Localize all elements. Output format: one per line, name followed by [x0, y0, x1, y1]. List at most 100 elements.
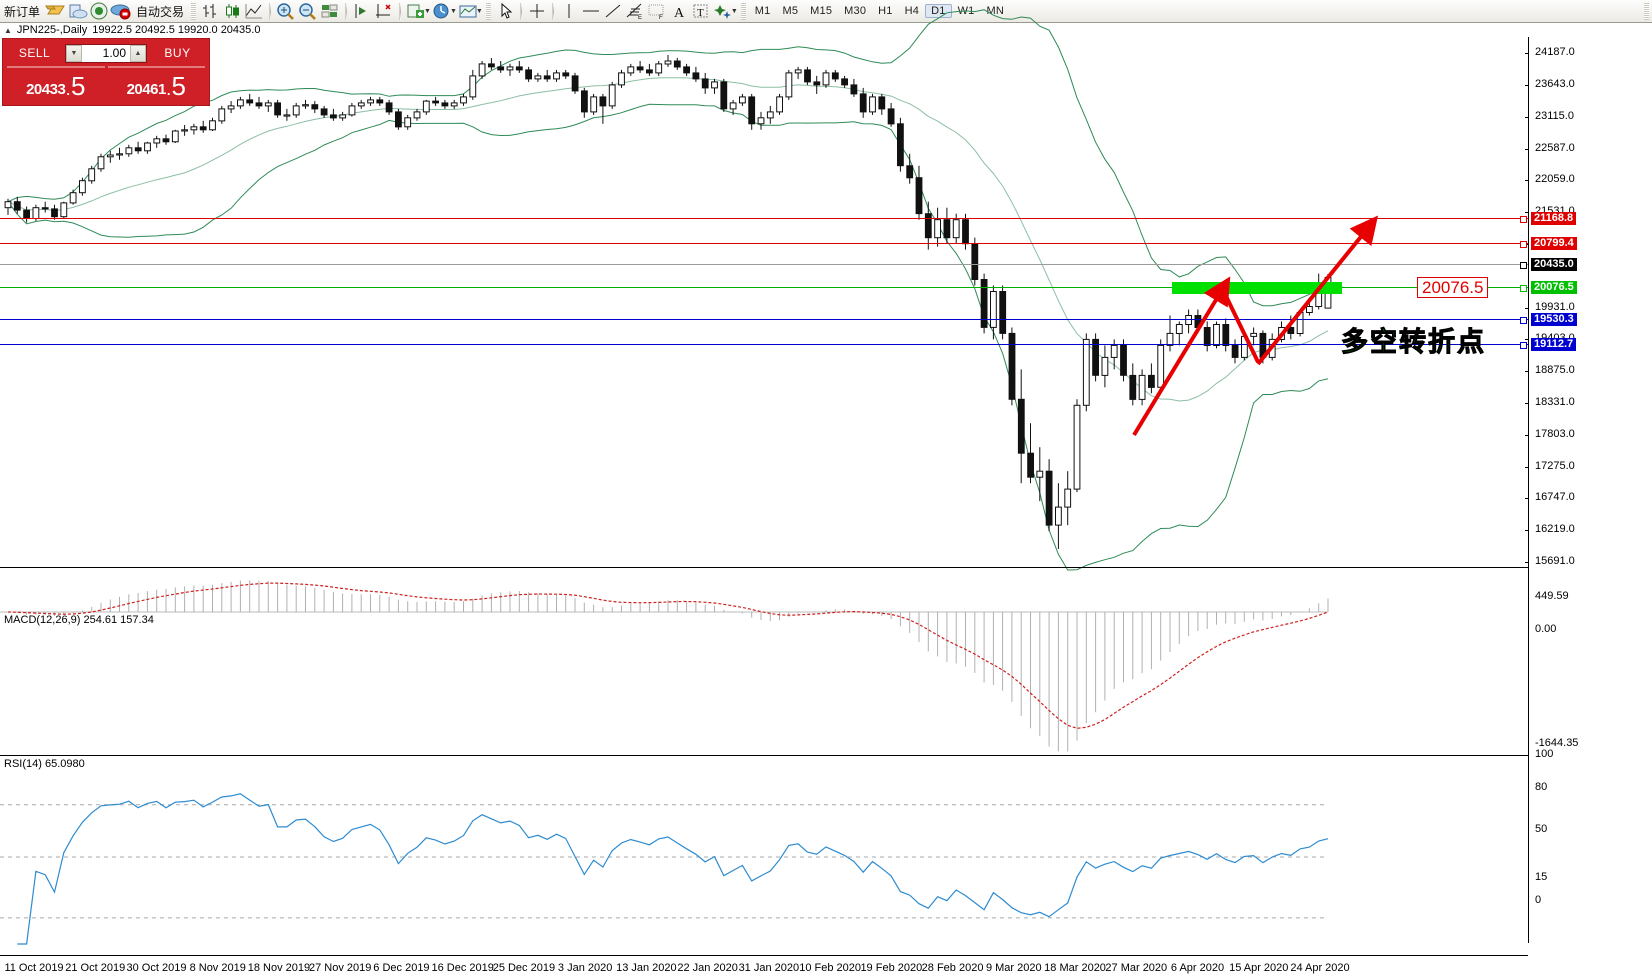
- buy-price-button[interactable]: 20461. 5: [107, 66, 205, 100]
- volume-input[interactable]: ▼ 1.00 ▲: [65, 43, 147, 63]
- rsi-pane[interactable]: RSI(14) 65.0980: [0, 755, 1528, 955]
- price-tag-resistance[interactable]: 21168.8: [1531, 212, 1577, 225]
- period-icon[interactable]: [431, 1, 453, 21]
- price-axis[interactable]: 24187.0 23643.0 23115.0 22587.0 22059.0 21531…: [1520, 37, 1652, 943]
- templates-dropdown-arrow[interactable]: ▼: [475, 7, 483, 15]
- bar-chart-icon[interactable]: [199, 1, 221, 21]
- toolbar-grip[interactable]: [740, 2, 746, 20]
- date-axis-label: 13 Jan 2020: [616, 962, 677, 974]
- collapse-triangle-icon[interactable]: ▲: [4, 25, 12, 35]
- chart-area[interactable]: 20076.5 多空转折点 MACD(12,26,9) 254.61 157.3…: [0, 9, 1652, 974]
- autotrade-icon[interactable]: [110, 1, 132, 21]
- level-line-21168[interactable]: [0, 218, 1528, 219]
- autotrade-button[interactable]: 自动交易: [136, 4, 185, 19]
- objects-icon[interactable]: [712, 1, 734, 21]
- sell-button[interactable]: SELL: [18, 46, 51, 60]
- svg-text:A: A: [674, 6, 685, 21]
- price-tag-resistance[interactable]: 20799.4: [1531, 237, 1577, 250]
- rsi-plot: [0, 793, 1329, 945]
- price-axis-tick: [1525, 339, 1529, 341]
- shift-icon[interactable]: [351, 1, 373, 21]
- price-tag-support[interactable]: 19530.3: [1531, 313, 1577, 326]
- macd-axis-label: 449.59: [1535, 590, 1569, 602]
- level-drag-handle[interactable]: [1520, 342, 1527, 349]
- timeframe-h4[interactable]: H4: [904, 5, 920, 17]
- label-icon[interactable]: T: [690, 1, 712, 21]
- level-line-19112[interactable]: [0, 344, 1528, 345]
- sell-price-button[interactable]: 20433. 5: [7, 66, 105, 100]
- level-line-20076[interactable]: [0, 287, 1528, 288]
- one-click-trading-panel[interactable]: SELL ▼ 1.00 ▲ BUY 20433. 5 20461. 5: [2, 38, 210, 106]
- toolbar-separator: [345, 2, 348, 20]
- horizontal-line-icon[interactable]: [580, 1, 602, 21]
- templates-icon[interactable]: [457, 1, 479, 21]
- toolbar-separator: [519, 2, 522, 20]
- indicators-icon[interactable]: [405, 1, 427, 21]
- timeframe-h1[interactable]: H1: [878, 5, 893, 17]
- level-line-19530[interactable]: [0, 319, 1528, 320]
- objects-dropdown-arrow[interactable]: ▼: [730, 7, 738, 15]
- level-line-20799[interactable]: [0, 243, 1528, 244]
- date-axis: 11 Oct 2019 21 Oct 2019 30 Oct 2019 8 Nov 2…: [0, 955, 1528, 980]
- turning-point-annotation[interactable]: 多空转折点: [1341, 327, 1486, 358]
- price-axis-label: 22587.0: [1535, 141, 1575, 154]
- timeframe-d1[interactable]: D1: [925, 4, 952, 18]
- price-tag-support[interactable]: 19112.7: [1531, 338, 1577, 351]
- zoom-out-icon[interactable]: [297, 1, 319, 21]
- crosshair-icon[interactable]: [526, 1, 548, 21]
- price-axis-tick: [1525, 561, 1529, 563]
- timeframe-m15[interactable]: M15: [810, 5, 833, 17]
- level-drag-handle[interactable]: [1520, 241, 1527, 248]
- toolbar-grip[interactable]: [191, 2, 197, 20]
- channel-icon[interactable]: F: [646, 1, 668, 21]
- pivot-zone-highlight[interactable]: [1172, 282, 1342, 294]
- timeframe-m5[interactable]: M5: [782, 5, 799, 17]
- timeframe-m30[interactable]: M30: [844, 5, 867, 17]
- level-drag-handle[interactable]: [1520, 317, 1527, 324]
- fibonacci-icon[interactable]: E: [624, 1, 646, 21]
- date-axis-label: 24 Apr 2020: [1290, 962, 1350, 974]
- zoom-in-icon[interactable]: [275, 1, 297, 21]
- main-toolbar[interactable]: 新订单 自动交易: [0, 0, 1652, 23]
- timeframe-m1[interactable]: M1: [754, 5, 771, 17]
- vertical-line-icon[interactable]: [558, 1, 580, 21]
- cursor-icon[interactable]: [494, 1, 516, 21]
- trendline-icon[interactable]: [602, 1, 624, 21]
- level-drag-handle[interactable]: [1520, 262, 1527, 269]
- price-axis-tick: [1525, 307, 1529, 309]
- price-tag-last-price[interactable]: 20435.0: [1531, 258, 1577, 271]
- publish-icon[interactable]: [66, 1, 88, 21]
- buy-button[interactable]: BUY: [164, 46, 191, 60]
- connection-icon[interactable]: [88, 1, 110, 21]
- folder-icon[interactable]: [44, 1, 66, 21]
- macd-pane[interactable]: MACD(12,26,9) 254.61 157.34: [0, 567, 1528, 755]
- volume-increase-button[interactable]: ▲: [130, 44, 146, 62]
- volume-decrease-button[interactable]: ▼: [66, 44, 82, 62]
- price-axis-tick: [1525, 116, 1529, 118]
- level-drag-handle[interactable]: [1520, 216, 1527, 223]
- date-axis-label: 8 Nov 2019: [189, 962, 246, 974]
- indicators-dropdown-arrow[interactable]: ▼: [424, 7, 431, 15]
- toolbar-grip[interactable]: [485, 2, 491, 20]
- new-order-button[interactable]: 新订单: [4, 4, 41, 19]
- price-axis-label: 24187.0: [1535, 45, 1575, 58]
- candlestick-icon[interactable]: [221, 1, 243, 21]
- price-axis-tick: [1525, 529, 1529, 531]
- line-chart-icon[interactable]: [243, 1, 265, 21]
- chart-ohlc-label: 19922.5 20492.5 19920.0 20435.0: [92, 24, 261, 36]
- date-axis-label: 16 Dec 2019: [431, 962, 494, 974]
- volume-value[interactable]: 1.00: [102, 46, 126, 60]
- price-axis-tick: [1525, 435, 1529, 437]
- period-dropdown-arrow[interactable]: ▼: [449, 7, 457, 15]
- price-axis-label: 23115.0: [1535, 109, 1574, 122]
- date-axis-label: 3 Jan 2020: [557, 962, 613, 974]
- text-icon[interactable]: A: [668, 1, 690, 21]
- toolbar-grip-right[interactable]: [1644, 2, 1649, 20]
- price-tag-pivot[interactable]: 20076.5: [1531, 281, 1577, 294]
- autoscroll-icon[interactable]: [373, 1, 395, 21]
- pivot-callout-box[interactable]: 20076.5: [1417, 277, 1489, 298]
- date-axis-label: 21 Oct 2019: [65, 962, 126, 974]
- date-axis-label: 30 Oct 2019: [126, 962, 187, 974]
- tile-windows-icon[interactable]: [319, 1, 341, 21]
- level-drag-handle[interactable]: [1520, 285, 1527, 292]
